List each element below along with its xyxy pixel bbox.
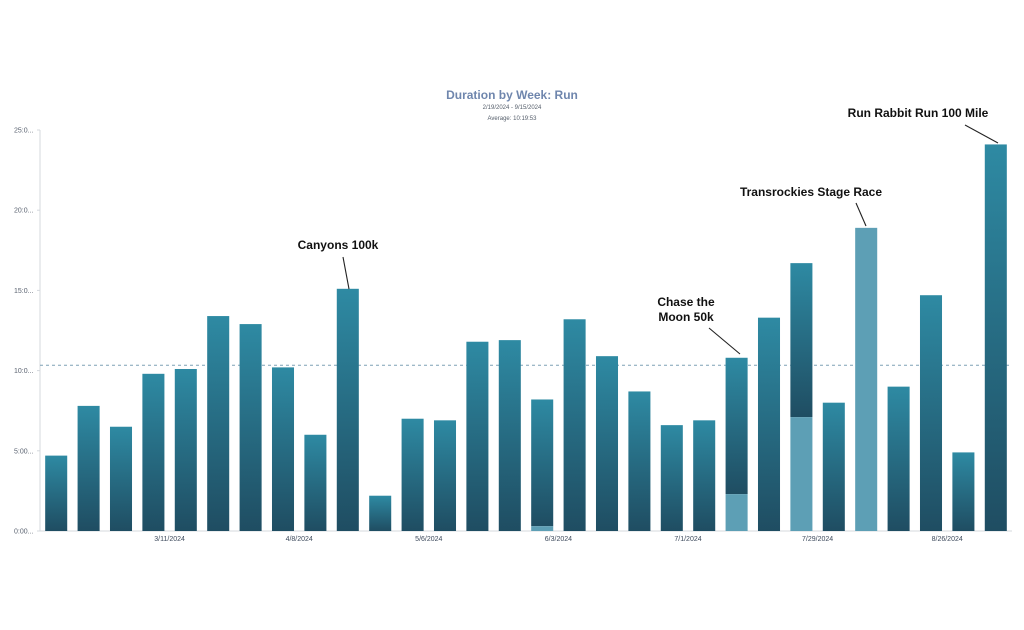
x-tick-label: 8/26/2024: [932, 536, 963, 543]
x-tick-label: 7/1/2024: [674, 536, 701, 543]
bar-run-duration: [790, 263, 813, 418]
annotation-label: Canyons 100k: [298, 238, 379, 252]
bar-run-duration: [822, 402, 845, 531]
bar-run-duration: [725, 357, 748, 495]
bar-run-duration: [563, 319, 586, 531]
bar-run-duration: [45, 455, 68, 531]
annotation-leader-line: [964, 124, 999, 144]
bar-run-duration: [660, 425, 683, 531]
chart-annotations: Canyons 100k Chase the Moon 50k Transrockie…: [298, 106, 999, 355]
bar-run-duration: [369, 495, 392, 531]
x-tick-label: 4/8/2024: [286, 536, 313, 543]
bar-run-duration: [433, 420, 457, 531]
bar-run-duration: [498, 340, 521, 531]
x-tick-label: 5/6/2024: [415, 536, 442, 543]
y-tick-label: 0:00...: [14, 529, 34, 536]
bar-run-duration: [887, 386, 910, 531]
annotation-leader-line: [708, 327, 741, 355]
bar-secondary-duration: [531, 526, 554, 531]
annotation-label: Run Rabbit Run 100 Mile: [848, 106, 989, 120]
bar-run-duration: [693, 420, 716, 531]
annotation-leader-line: [342, 256, 350, 290]
chart-grid: 0:00... 5:00... 10:0... 15:0... 20:0... 25:0.…: [14, 128, 1012, 543]
bar-run-duration: [174, 368, 197, 531]
bar-run-duration: [304, 434, 327, 531]
bar-secondary-duration: [725, 494, 748, 531]
y-tick-label: 15:0...: [14, 288, 34, 295]
x-tick-label: 7/29/2024: [802, 536, 833, 543]
y-tick-label: 5:00...: [14, 448, 34, 455]
bar-run-duration: [628, 391, 651, 531]
bar-run-duration: [77, 405, 100, 531]
bar-run-duration: [109, 426, 133, 531]
bar-run-duration: [757, 317, 781, 531]
bar-run-duration: [952, 452, 975, 531]
bar-run-duration: [207, 316, 230, 531]
bar-run-duration: [401, 418, 424, 531]
chart-date-range: 2/19/2024 - 9/15/2024: [483, 105, 542, 111]
bar-run-duration: [984, 144, 1007, 531]
chart-bars: [45, 144, 1007, 531]
bar-run-duration: [239, 324, 262, 531]
annotation-label: Transrockies Stage Race: [740, 185, 882, 199]
chart-title: Duration by Week: Run: [446, 88, 578, 102]
bar-secondary-duration: [855, 227, 878, 531]
annotation-leader-line: [855, 202, 867, 227]
bar-run-duration: [919, 295, 943, 531]
bar-run-duration: [595, 356, 619, 531]
bar-run-duration: [531, 399, 554, 527]
chart-average-label: Average: 10:19:53: [488, 116, 538, 122]
y-tick-label: 10:0...: [14, 368, 34, 375]
annotation-label: Chase the Moon 50k: [657, 295, 715, 324]
x-tick-label: 3/11/2024: [154, 536, 185, 543]
bar-run-duration: [271, 367, 295, 531]
bar-run-duration: [142, 373, 165, 531]
bar-run-duration: [336, 288, 359, 531]
bar-secondary-duration: [790, 417, 813, 531]
y-tick-label: 20:0...: [14, 208, 34, 215]
bar-run-duration: [466, 341, 489, 531]
x-tick-label: 6/3/2024: [545, 536, 572, 543]
y-tick-label: 25:0...: [14, 128, 34, 135]
